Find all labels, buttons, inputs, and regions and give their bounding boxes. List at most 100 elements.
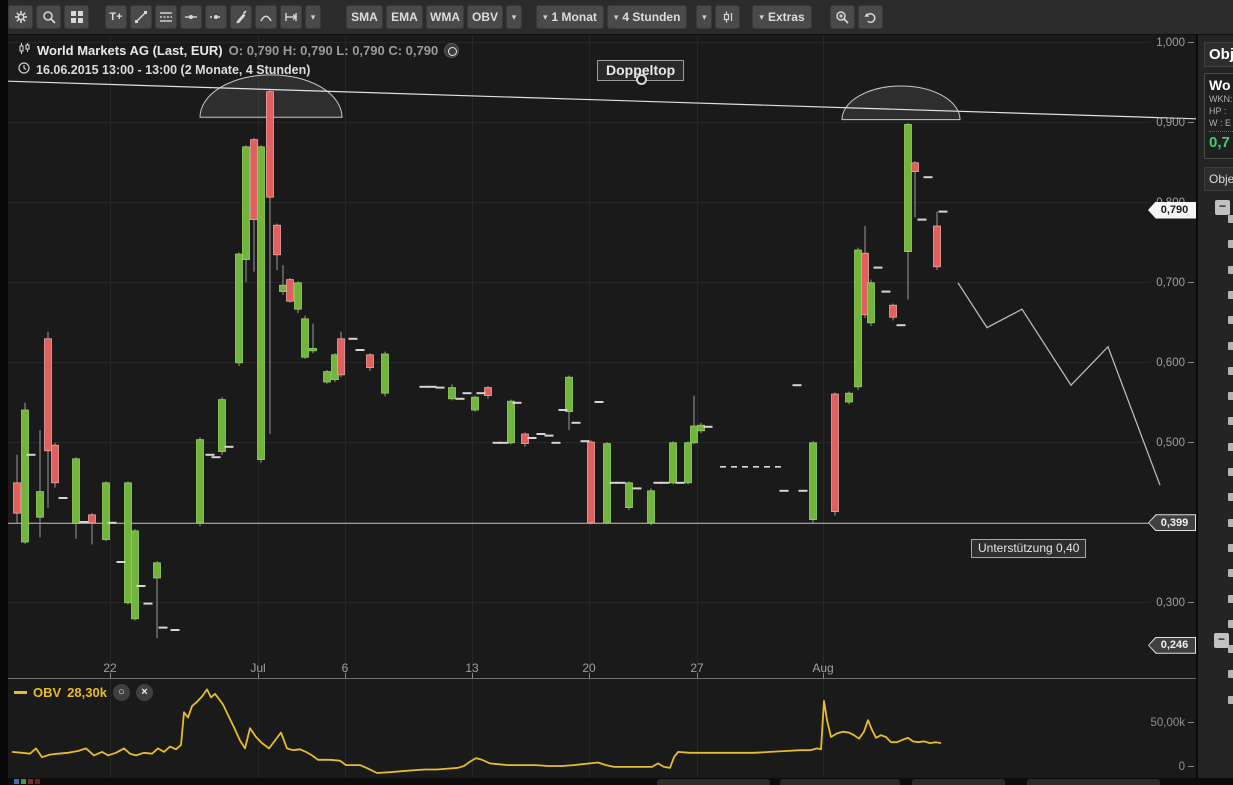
candle <box>911 162 919 173</box>
candle <box>854 249 862 388</box>
candlestick-icon <box>721 10 735 24</box>
undo-button[interactable] <box>857 5 883 29</box>
divider <box>1209 131 1233 132</box>
candle <box>381 353 389 394</box>
indicator-dropdown[interactable]: ▾ <box>506 5 522 29</box>
candle <box>448 387 456 400</box>
support-annotation-label[interactable]: Unterstützung 0,40 <box>971 539 1087 558</box>
pencil-tool-button[interactable] <box>230 5 252 29</box>
price-tag: 0,246 <box>1148 636 1196 654</box>
taskbar-dot <box>28 779 33 784</box>
instrument-quote-box: Wo WKN: HP : W : E 0,7 <box>1204 73 1233 159</box>
candle <box>124 482 132 604</box>
layout-button[interactable] <box>64 5 89 29</box>
period-dropdown[interactable]: ▾ 1 Monat <box>536 5 604 29</box>
sidebar: Obj Wo WKN: HP : W : E 0,7 Obje − − <box>1196 35 1233 778</box>
trendline-tool-button[interactable] <box>130 5 152 29</box>
object-item-handle[interactable] <box>1228 518 1233 527</box>
object-item-handle[interactable] <box>1228 493 1233 502</box>
quote-we: W : E <box>1209 118 1231 128</box>
arc-tool-button[interactable] <box>255 5 277 29</box>
candle <box>845 392 853 403</box>
candle <box>218 399 226 453</box>
window-left-edge <box>0 0 8 785</box>
object-item-handle[interactable] <box>1228 392 1233 401</box>
candle-style-button[interactable] <box>715 5 741 29</box>
candle <box>669 442 677 484</box>
quote-wkn: WKN: <box>1209 94 1233 104</box>
series-visibility-toggle[interactable] <box>444 43 460 58</box>
object-item-handle[interactable] <box>1228 569 1233 578</box>
obv-legend: OBV 28,30k ○ × <box>14 684 153 701</box>
chevron-down-icon: ▾ <box>543 11 548 22</box>
candle <box>867 282 875 324</box>
horizontal-dotted-tool-button[interactable] <box>205 5 227 29</box>
object-item-handle[interactable] <box>1228 265 1233 274</box>
indicator-sma-button[interactable]: SMA <box>346 5 383 29</box>
object-item-handle[interactable] <box>1228 670 1233 679</box>
obv-close-button[interactable]: × <box>135 684 153 701</box>
candle <box>279 284 287 293</box>
candle <box>831 393 839 512</box>
collapse-button[interactable]: − <box>1215 200 1230 215</box>
candle <box>933 225 941 268</box>
object-item-handle[interactable] <box>1228 290 1233 299</box>
zoom-in-button[interactable] <box>829 5 855 29</box>
object-item-handle[interactable] <box>1228 695 1233 704</box>
fibonacci-tool-button[interactable] <box>155 5 177 29</box>
indicator-wma-button[interactable]: WMA <box>426 5 464 29</box>
candle <box>196 439 204 524</box>
search-button[interactable] <box>36 5 61 29</box>
x-axis-label: 22 <box>103 661 117 675</box>
trendline[interactable] <box>7 80 1197 120</box>
pencil-icon <box>234 10 248 24</box>
text-tool-button[interactable]: T+ <box>105 5 127 29</box>
interval-dropdown[interactable]: ▾ 4 Stunden <box>606 5 688 29</box>
object-item-handle[interactable] <box>1228 341 1233 350</box>
obv-axis-label: 0 <box>1179 761 1185 773</box>
candle <box>484 387 492 397</box>
dome-annotation[interactable] <box>841 85 961 121</box>
gear-icon <box>14 10 28 24</box>
indicator-ema-button[interactable]: EMA <box>386 5 423 29</box>
object-item-handle[interactable] <box>1228 316 1233 325</box>
obv-settings-button[interactable]: ○ <box>112 684 130 701</box>
object-item-handle[interactable] <box>1228 543 1233 552</box>
object-item-handle[interactable] <box>1228 240 1233 249</box>
candle <box>301 318 309 358</box>
object-item-handle[interactable] <box>1228 619 1233 628</box>
magnifier-icon <box>42 10 56 24</box>
object-item-handle[interactable] <box>1228 215 1233 223</box>
collapse-button-2[interactable]: − <box>1214 633 1229 648</box>
taskbar-dot <box>35 779 40 784</box>
object-item-handle[interactable] <box>1228 594 1233 603</box>
hline-icon <box>184 10 198 24</box>
object-item-handle[interactable] <box>1228 645 1233 654</box>
horizontal-line-tool-button[interactable] <box>180 5 202 29</box>
zoom-in-icon <box>835 10 849 24</box>
indicator-obv-button[interactable]: OBV <box>467 5 503 29</box>
extras-dropdown[interactable]: ▾ Extras <box>752 5 812 29</box>
x-axis-label: Aug <box>812 661 833 675</box>
candle <box>889 304 897 318</box>
obv-line <box>11 688 942 774</box>
bottom-panel-segment <box>912 779 1005 785</box>
settings-button[interactable] <box>8 5 33 29</box>
interval-label: 4 Stunden <box>622 10 681 24</box>
forecast-line[interactable] <box>957 282 1161 486</box>
object-item-handle[interactable] <box>1228 468 1233 476</box>
object-item-handle[interactable] <box>1228 442 1233 451</box>
annotation-drag-handle[interactable] <box>636 74 647 85</box>
sidebar-objects-tab[interactable]: Obje <box>1204 167 1233 191</box>
object-item-handle[interactable] <box>1228 366 1233 375</box>
candle <box>684 442 692 484</box>
extend-line-tool-button[interactable] <box>280 5 302 29</box>
candle <box>603 443 611 524</box>
drawing-tools-dropdown[interactable]: ▾ <box>305 5 321 29</box>
sidebar-header-tab[interactable]: Obj <box>1204 42 1233 67</box>
candle <box>904 124 912 252</box>
chart-type-dropdown[interactable]: ▾ <box>696 5 713 29</box>
object-item-handle[interactable] <box>1228 417 1233 426</box>
